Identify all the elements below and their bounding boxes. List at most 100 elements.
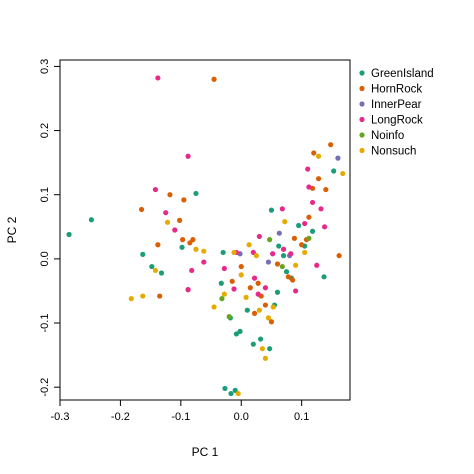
plot-frame	[59, 59, 351, 401]
legend-marker	[359, 101, 365, 107]
points-layer	[66, 75, 346, 397]
y-tick-label: 0.2	[39, 123, 51, 138]
legend-label: GreenIsland	[371, 68, 434, 80]
point-longrock	[280, 246, 287, 252]
point-hornrock	[255, 280, 261, 286]
point-nonsuch	[253, 253, 259, 259]
point-greenisland	[274, 289, 281, 295]
point-greenisland	[244, 307, 250, 313]
point-hornrock	[262, 302, 269, 308]
point-longrock	[255, 291, 261, 297]
point-hornrock	[306, 214, 312, 220]
point-hornrock	[251, 310, 258, 316]
point-hornrock	[336, 253, 342, 259]
point-greenisland	[321, 274, 327, 280]
point-nonsuch	[164, 219, 171, 225]
point-hornrock	[285, 274, 291, 280]
point-noinfo	[226, 314, 232, 320]
x-tick-label: 0.1	[294, 411, 309, 423]
point-nonsuch	[302, 249, 308, 256]
point-hornrock	[290, 277, 296, 283]
point-greenisland	[276, 243, 282, 249]
legend-item-innerpear: InnerPear	[359, 99, 422, 111]
point-greenisland	[233, 331, 240, 337]
y-tick-label: 0.3	[39, 59, 51, 74]
point-longrock	[270, 251, 276, 257]
legend-label: Nonsuch	[371, 146, 416, 158]
point-greenisland	[179, 244, 185, 250]
point-nonsuch	[152, 267, 159, 274]
point-nonsuch	[282, 219, 288, 225]
point-longrock	[302, 220, 308, 227]
point-longrock	[185, 287, 191, 293]
point-greenisland	[280, 253, 287, 259]
point-nonsuch	[231, 249, 237, 256]
y-tick-label: 0.1	[39, 187, 51, 202]
point-nonsuch	[235, 390, 241, 397]
point-longrock	[314, 262, 320, 268]
legend: GreenIsland HornRock InnerPear LongRock Noin…	[359, 68, 434, 158]
point-longrock	[305, 166, 311, 172]
legend-marker	[359, 147, 365, 154]
legend-label: HornRock	[371, 84, 422, 96]
legend-label: Noinfo	[371, 130, 404, 142]
point-greenisland	[193, 190, 199, 197]
point-hornrock	[311, 150, 317, 156]
point-noinfo	[279, 263, 285, 270]
x-tick-label: -0.3	[51, 411, 70, 423]
x-axis: -0.3 -0.2 -0.1 0.0 0.1	[51, 400, 309, 423]
point-hornrock	[238, 263, 244, 270]
legend-marker	[359, 70, 365, 76]
point-greenisland	[237, 328, 243, 334]
point-hornrock	[187, 240, 193, 246]
point-hornrock	[167, 192, 173, 198]
point-longrock	[322, 224, 328, 230]
point-greenisland	[228, 390, 234, 397]
y-tick-label: -0.2	[39, 378, 51, 397]
point-greenisland	[331, 168, 337, 174]
point-nonsuch	[265, 315, 272, 321]
point-hornrock	[155, 242, 161, 248]
point-greenisland	[222, 385, 228, 392]
point-greenisland	[140, 251, 146, 257]
point-hornrock	[291, 235, 298, 241]
point-longrock	[155, 75, 161, 81]
point-hornrock	[328, 142, 334, 148]
legend-item-noinfo: Noinfo	[359, 130, 404, 142]
point-greenisland	[257, 336, 264, 342]
legend-marker	[359, 132, 365, 138]
point-noinfo	[306, 235, 312, 241]
point-nonsuch	[262, 355, 269, 361]
point-nonsuch	[140, 293, 146, 299]
point-nonsuch	[293, 262, 299, 268]
point-nonsuch	[238, 272, 244, 278]
point-hornrock	[211, 76, 217, 82]
legend-marker	[359, 85, 365, 92]
legend-item-greenisland: GreenIsland	[359, 68, 434, 80]
point-greenisland	[88, 217, 95, 223]
point-longrock	[185, 153, 191, 159]
point-greenisland	[158, 270, 165, 276]
x-tick-label: 0.0	[234, 411, 249, 423]
point-innerpear	[265, 259, 272, 265]
point-greenisland	[149, 263, 155, 270]
point-greenisland	[283, 269, 290, 275]
point-greenisland	[309, 228, 316, 234]
point-greenisland	[296, 222, 302, 229]
legend-item-nonsuch: Nonsuch	[359, 146, 416, 158]
point-hornrock	[181, 197, 187, 203]
point-nonsuch	[259, 346, 265, 352]
point-longrock	[251, 275, 258, 281]
y-tick-label: 0.0	[39, 251, 51, 266]
point-innerpear	[276, 230, 282, 236]
legend-item-hornrock: HornRock	[359, 84, 422, 96]
point-longrock	[309, 199, 316, 206]
point-longrock	[163, 210, 169, 216]
point-hornrock	[323, 186, 329, 193]
point-nonsuch	[128, 296, 134, 302]
point-longrock	[152, 186, 159, 193]
point-nonsuch	[193, 246, 199, 252]
point-longrock	[318, 206, 324, 212]
point-longrock	[201, 259, 207, 265]
